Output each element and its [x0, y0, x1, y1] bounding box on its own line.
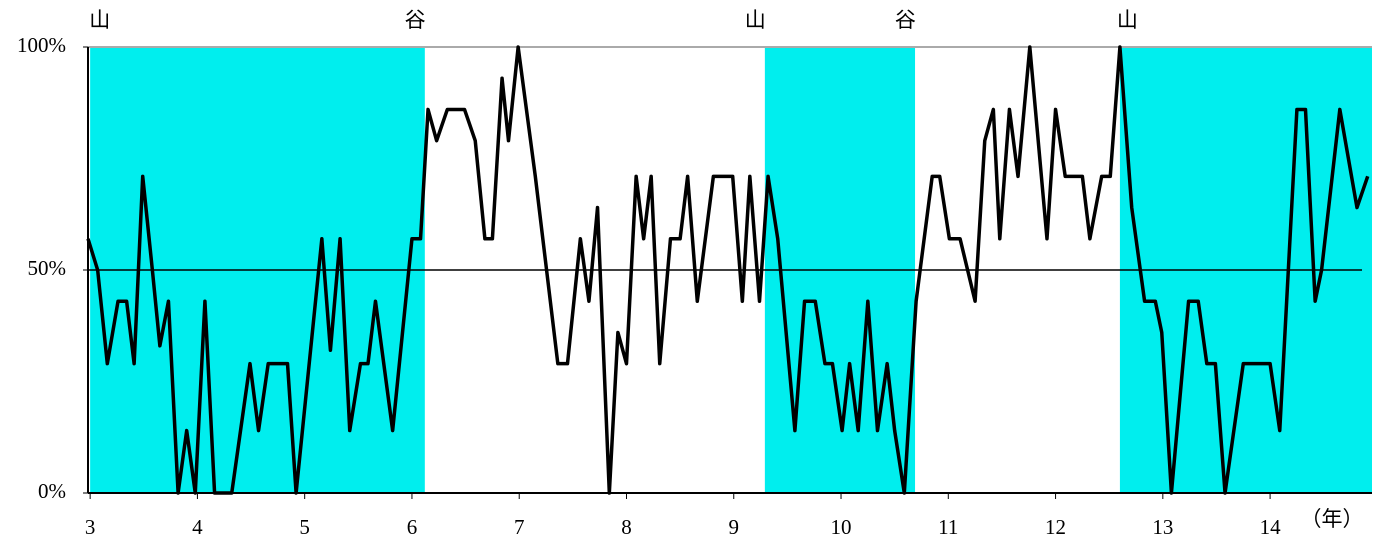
phase-label: 山: [1117, 8, 1138, 32]
phase-label: 山: [89, 8, 110, 32]
x-tick-label: 10: [831, 515, 852, 539]
x-tick-label: 4: [192, 515, 203, 539]
x-tick-label: 13: [1152, 515, 1173, 539]
x-tick-label: 9: [729, 515, 740, 539]
y-tick-label: 0%: [38, 479, 66, 503]
x-tick-label: 6: [407, 515, 418, 539]
y-tick-label: 100%: [17, 33, 66, 57]
x-tick-label: 7: [514, 515, 525, 539]
phase-label: 山: [745, 8, 766, 32]
x-tick-label: 11: [938, 515, 958, 539]
data-line: [86, 45, 1370, 495]
x-tick-label: 3: [85, 515, 96, 539]
x-tick-label: 5: [299, 515, 310, 539]
x-tick-label: 8: [621, 515, 632, 539]
x-tick-label: 12: [1045, 515, 1066, 539]
phase-label: 谷: [405, 8, 426, 32]
y-tick-label: 50%: [28, 256, 67, 280]
x-unit-label: （年）: [1301, 507, 1364, 531]
x-tick-label: 14: [1260, 515, 1282, 539]
phase-label: 谷: [895, 8, 916, 32]
